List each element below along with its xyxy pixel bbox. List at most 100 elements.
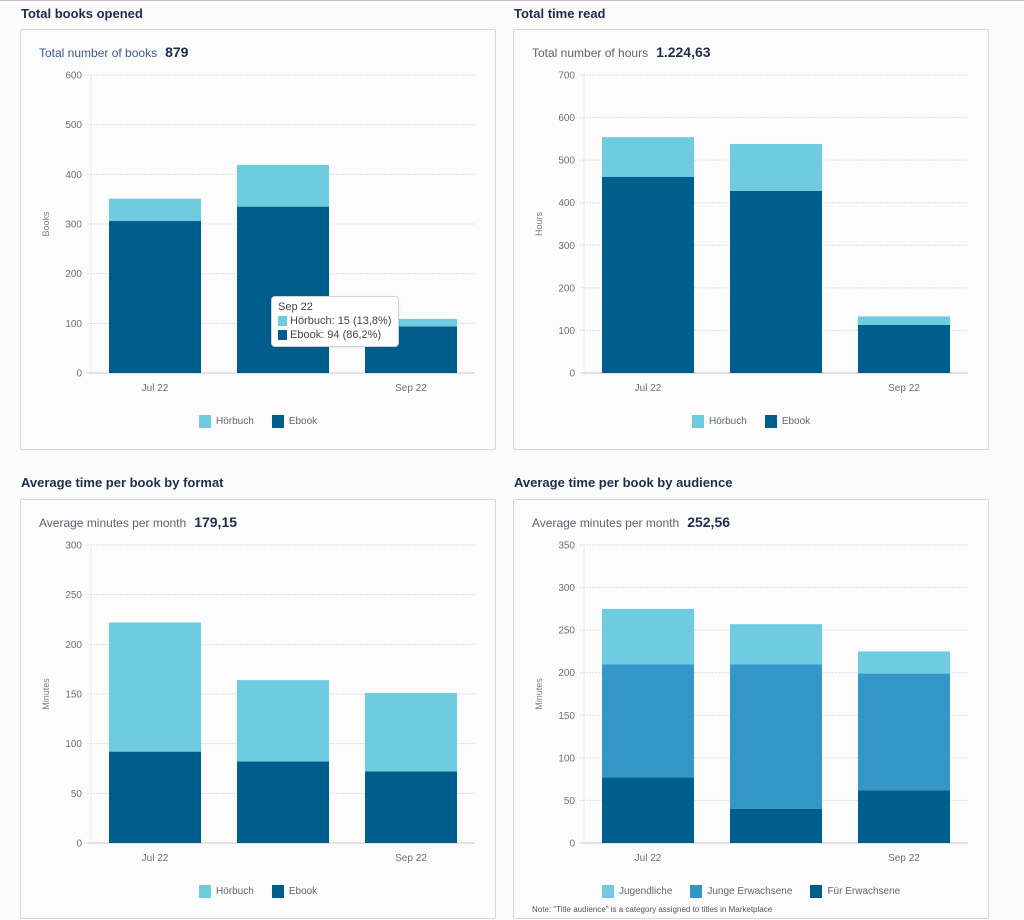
legend-swatch xyxy=(810,885,823,898)
y-tick-label: 200 xyxy=(558,283,575,294)
legend-item[interactable]: Hörbuch xyxy=(199,415,254,428)
x-tick-label: Jul 22 xyxy=(142,383,169,394)
legend-item[interactable]: Ebook xyxy=(271,885,317,898)
bar-segment-f-r-erwachsene xyxy=(730,808,822,843)
y-tick-label: 0 xyxy=(569,369,575,380)
legend: Hörbuch Ebook xyxy=(692,415,810,428)
kpi-avg-minutes-audience: Average minutes per month 252,56 xyxy=(532,514,730,530)
bar-segment-jugendliche xyxy=(730,624,822,665)
kpi-value: 879 xyxy=(165,44,189,60)
bar-segment-h-rbuch xyxy=(109,622,201,752)
tooltip-row-text: Ebook: 94 (86,2%) xyxy=(290,329,382,341)
bar-segment-junge-erwachsene xyxy=(730,664,822,809)
bar-segment-h-rbuch xyxy=(365,318,457,327)
y-tick-label: 100 xyxy=(558,326,575,337)
legend-label: Hörbuch xyxy=(709,416,747,427)
y-tick-label: 700 xyxy=(558,71,575,82)
legend-label: Hörbuch xyxy=(216,886,254,897)
legend-item[interactable]: Ebook xyxy=(271,415,318,428)
bar-segment-h-rbuch xyxy=(109,198,201,222)
card-time-read: Total number of hours 1.224,63 0 100 200 30… xyxy=(513,29,989,450)
y-tick-label: 300 xyxy=(558,583,575,594)
bar-segment-ebook xyxy=(730,190,822,373)
bar-segment-ebook xyxy=(109,221,201,373)
x-tick-label: Jul 22 xyxy=(635,853,662,864)
legend-label: Hörbuch xyxy=(216,416,254,427)
y-tick-label: 250 xyxy=(65,590,82,601)
kpi-label: Total number of books xyxy=(39,46,158,60)
section-title-time-read: Total time read xyxy=(514,6,606,21)
card-books-opened: Total number of books 879 0 100 200 300 400 5… xyxy=(20,29,496,450)
bar-segment-ebook xyxy=(365,771,457,843)
bar-segment-h-rbuch xyxy=(237,680,329,762)
bar-segment-ebook xyxy=(602,176,694,373)
kpi-label: Total number of hours xyxy=(532,46,649,60)
bar-segment-junge-erwachsene xyxy=(858,673,950,791)
kpi-label: Average minutes per month xyxy=(532,516,680,530)
kpi-total-hours: Total number of hours 1.224,63 xyxy=(532,44,711,60)
y-tick-label: 100 xyxy=(65,319,82,330)
chart-time-read: 0 100 200 300 400 500 600 700 Hours Jul 22 Sep 22 xyxy=(534,71,968,394)
legend-swatch xyxy=(690,885,703,898)
bar-segment-jugendliche xyxy=(858,651,950,674)
bar-segment-ebook xyxy=(858,324,950,373)
legend-item[interactable]: Junge Erwachsene xyxy=(690,885,792,898)
chart-avg-audience: 0 50 100 150 200 250 300 350 Minutes Jul 22 Sep 22 xyxy=(534,541,968,864)
section-title-books-opened: Total books opened xyxy=(21,6,143,21)
tooltip-swatch xyxy=(278,316,287,326)
x-tick-label: Sep 22 xyxy=(888,853,920,864)
legend-swatch xyxy=(764,415,777,428)
bar-segment-f-r-erwachsene xyxy=(602,777,694,843)
tooltip-swatch xyxy=(278,330,287,340)
bar-segment-h-rbuch xyxy=(730,143,822,191)
tooltip-row-ebook: Ebook: 94 (86,2%) xyxy=(278,328,392,342)
y-tick-label: 500 xyxy=(65,120,82,131)
y-tick-label: 600 xyxy=(65,71,82,82)
bar-segment-h-rbuch xyxy=(365,693,457,772)
y-tick-label: 50 xyxy=(564,796,576,807)
legend: Hörbuch Ebook xyxy=(199,415,317,428)
bar-segment-ebook xyxy=(237,206,329,373)
legend-label: Jugendliche xyxy=(619,886,673,897)
y-tick-label: 100 xyxy=(558,753,575,764)
y-tick-label: 200 xyxy=(65,269,82,280)
bar-segment-ebook xyxy=(109,751,201,843)
legend-label: Für Erwachsene xyxy=(827,886,901,897)
y-axis-label: Minutes xyxy=(41,678,51,710)
legend-label: Ebook xyxy=(288,416,318,427)
y-tick-label: 0 xyxy=(569,839,575,850)
kpi-total-books: Total number of books 879 xyxy=(39,44,188,60)
section-title-avg-format: Average time per book by format xyxy=(21,475,224,490)
y-tick-label: 300 xyxy=(65,220,82,231)
tooltip-title: Sep 22 xyxy=(278,301,313,313)
kpi-value: 1.224,63 xyxy=(656,44,711,60)
y-axis-label: Books xyxy=(41,211,51,237)
y-tick-label: 600 xyxy=(558,113,575,124)
bar-segment-f-r-erwachsene xyxy=(858,790,950,843)
legend-swatch xyxy=(199,415,211,428)
kpi-value: 252,56 xyxy=(687,514,731,530)
legend: Hörbuch Ebook xyxy=(199,885,317,898)
legend-swatch xyxy=(271,415,284,428)
y-tick-label: 50 xyxy=(71,789,83,800)
y-tick-label: 150 xyxy=(558,711,575,722)
chart-books-opened: 0 100 200 300 400 500 600 Books Jul 22 Sep 22 xyxy=(41,71,475,394)
legend-item[interactable]: Für Erwachsene xyxy=(810,885,900,898)
y-tick-label: 150 xyxy=(65,690,82,701)
legend-item[interactable]: Hörbuch xyxy=(692,415,747,428)
y-tick-label: 200 xyxy=(65,640,82,651)
chart-avg-format: 0 50 100 150 200 250 300 Minutes Jul 22 Sep 22 xyxy=(41,541,475,864)
y-tick-label: 0 xyxy=(76,839,82,850)
kpi-value: 179,15 xyxy=(194,514,238,530)
y-tick-label: 100 xyxy=(65,739,82,750)
y-tick-label: 250 xyxy=(558,626,575,637)
y-axis-label: Hours xyxy=(534,212,544,237)
legend-swatch xyxy=(271,885,284,898)
legend-item[interactable]: Ebook xyxy=(764,415,810,428)
legend-item[interactable]: Jugendliche xyxy=(602,885,672,898)
bar-segment-junge-erwachsene xyxy=(602,664,694,778)
legend-item[interactable]: Hörbuch xyxy=(199,885,254,898)
legend-swatch xyxy=(602,885,614,898)
y-tick-label: 350 xyxy=(558,541,575,552)
chart-tooltip: Sep 22 Hörbuch: 15 (13,8%) Ebook: 94 (86… xyxy=(271,296,399,347)
